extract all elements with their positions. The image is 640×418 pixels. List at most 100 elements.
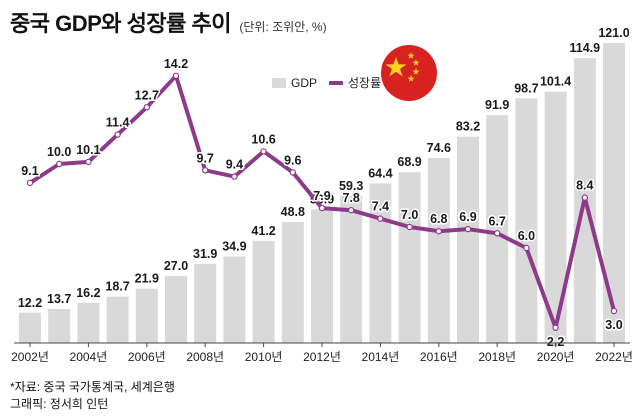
growth-point [143,104,150,111]
gdp-bar [19,312,41,343]
gdp-value-label: 18.7 [105,280,129,294]
growth-value-label: 3.0 [605,318,622,332]
title-row: 중국 GDP와 성장률 추이 (단위: 조위안, %) [10,6,327,38]
growth-point [201,167,209,174]
growth-point [435,227,442,235]
gdp-bar [281,222,304,343]
gdp-bar [515,98,538,344]
china-flag-icon [381,45,437,101]
growth-value-label: 14.2 [164,57,188,71]
growth-point [56,160,63,168]
growth-value-label: 12.7 [135,88,159,102]
legend: GDP 성장률 [272,74,381,91]
growth-point [172,72,180,80]
gdp-bar [48,309,71,343]
growth-point [85,158,92,166]
growth-value-label: 6.7 [489,214,506,228]
x-tick-label: 2006년 [128,350,166,364]
x-tick-label: 2014년 [362,350,400,364]
gdp-value-label: 114.9 [570,41,601,55]
gdp-value-label: 27.0 [164,259,188,273]
growth-value-label: 7.8 [343,191,360,205]
gdp-bar [603,43,625,343]
growth-point [231,173,238,180]
growth-value-label: 9.4 [226,158,243,172]
gdp-value-label: 31.9 [193,247,217,261]
gdp-value-label: 74.6 [427,141,451,155]
growth-point [494,230,501,237]
growth-point [581,194,589,201]
gdp-value-label: 21.9 [135,272,159,286]
gdp-bar [369,183,392,343]
legend-label-growth: 성장률 [348,76,382,90]
growth-value-label: 8.4 [576,179,593,193]
gdp-value-label: 34.9 [222,239,246,253]
gdp-bar [340,195,363,343]
gdp-bar [106,296,129,343]
graphic-credit: 그래픽: 정서희 인턴 [10,397,109,411]
gdp-bar [486,115,509,343]
source-note: *자료: 중국 국가통계국, 세계은행 [10,380,175,394]
growth-value-label: 7.0 [401,208,418,222]
gdp-bar [457,136,479,343]
legend-swatch-gdp [272,77,286,88]
growth-point [523,244,530,252]
gdp-value-label: 16.2 [76,286,100,300]
gdp-value-label: 12.2 [18,296,42,310]
gdp-labels: 12.2 13.7 16.2 18.7 21.9 27.0 31.9 34.9 41.2 48.8… [18,26,630,310]
growth-point [406,223,413,231]
gdp-bar [427,158,450,343]
growth-value-label: 9.6 [284,153,301,167]
gdp-value-label: 98.7 [514,81,538,95]
growth-point [26,179,34,187]
gdp-value-label: 83.2 [456,120,480,134]
chart-title: 중국 GDP와 성장률 추이 [10,11,231,36]
gdp-bar [252,240,275,343]
growth-value-label: 6.0 [518,229,535,243]
footer: *자료: 중국 국가통계국, 세계은행 그래픽: 정서희 인턴 [10,379,175,413]
gdp-bar [194,263,217,343]
x-tick-label: 2022년 [595,350,633,364]
gdp-bar [77,302,100,343]
growth-value-label: 9.1 [21,164,38,178]
growth-value-label: 7.4 [372,200,389,214]
gdp-value-label: 13.7 [47,292,71,306]
gdp-value-label: 64.4 [368,166,392,180]
unit-note: (단위: 조위안, %) [239,20,327,34]
x-tick-label: 2004년 [70,350,108,364]
growth-value-label: 9.7 [197,151,214,165]
growth-point [552,324,559,331]
growth-point [464,225,472,233]
growth-point [260,148,267,155]
growth-point [348,206,355,214]
x-tick-label: 2016년 [420,350,458,364]
x-tick-label: 2012년 [303,350,341,364]
gdp-bar [223,256,246,343]
x-tick-label: 2008년 [186,350,224,364]
growth-point [289,169,296,176]
growth-value-label: 10.0 [47,145,71,159]
growth-value-label: 6.8 [430,212,447,226]
growth-point [114,131,121,138]
gdp-value-label: 121.0 [598,26,629,40]
growth-point [377,215,384,222]
gdp-bar [165,276,187,343]
gdp-value-label: 101.4 [540,75,571,89]
gdp-value-label: 41.2 [251,224,275,238]
gdp-value-label: 91.9 [485,98,509,112]
growth-value-label: 10.6 [251,132,275,146]
growth-value-label: 7.9 [313,189,330,203]
gdp-value-label: 48.8 [281,205,305,219]
x-ticks: 2002년 2004년 2006년 2008년 2010년 2012년 2014년 2016년… [11,343,633,364]
gdp-bar [135,288,158,343]
legend-swatch-growth [329,80,344,85]
growth-value-label: 10.1 [76,143,100,157]
x-tick-label: 2020년 [537,350,575,364]
gdp-bar [544,91,567,344]
gdp-bar [311,209,333,343]
gdp-value-label: 68.9 [397,155,421,169]
x-tick-label: 2018년 [478,350,516,364]
growth-point [610,307,618,315]
